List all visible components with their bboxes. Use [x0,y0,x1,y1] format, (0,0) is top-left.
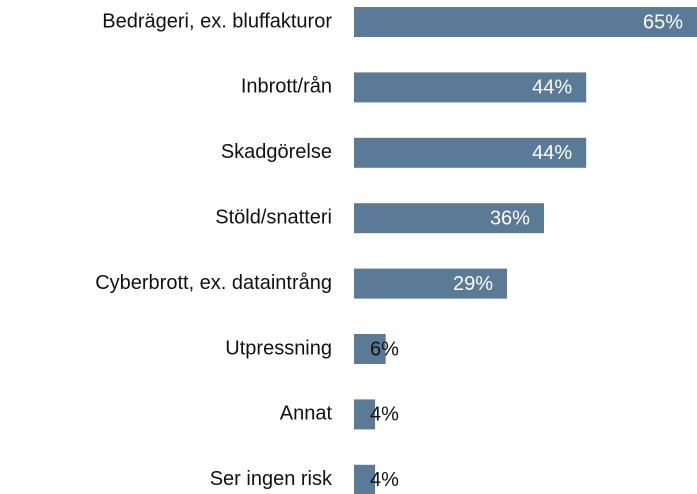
bar [354,334,386,364]
category-label: Annat [280,403,333,425]
bar [354,268,508,299]
data-label: 6% [370,338,399,360]
category-label: Bedrägeri, ex. bluffakturor [102,10,332,32]
category-label: Skadgörelse [221,141,332,163]
data-label: 44% [532,142,572,164]
data-label: 4% [370,469,399,491]
data-label: 65% [643,11,683,33]
category-label: Stöld/snatteri [215,206,332,228]
data-label: 29% [453,273,493,295]
data-label: 44% [532,77,572,99]
data-label: 4% [370,404,399,426]
category-label: Inbrott/rån [241,76,332,98]
category-label: Ser ingen risk [210,468,333,490]
category-label: Utpressning [225,337,332,359]
bar [354,203,544,234]
bar [354,7,697,37]
category-label: Cyberbrott, ex. dataintrång [95,272,332,294]
bar [354,464,376,494]
bar [354,137,587,168]
bar [354,399,376,430]
data-label: 36% [490,207,530,229]
bar [354,72,587,103]
